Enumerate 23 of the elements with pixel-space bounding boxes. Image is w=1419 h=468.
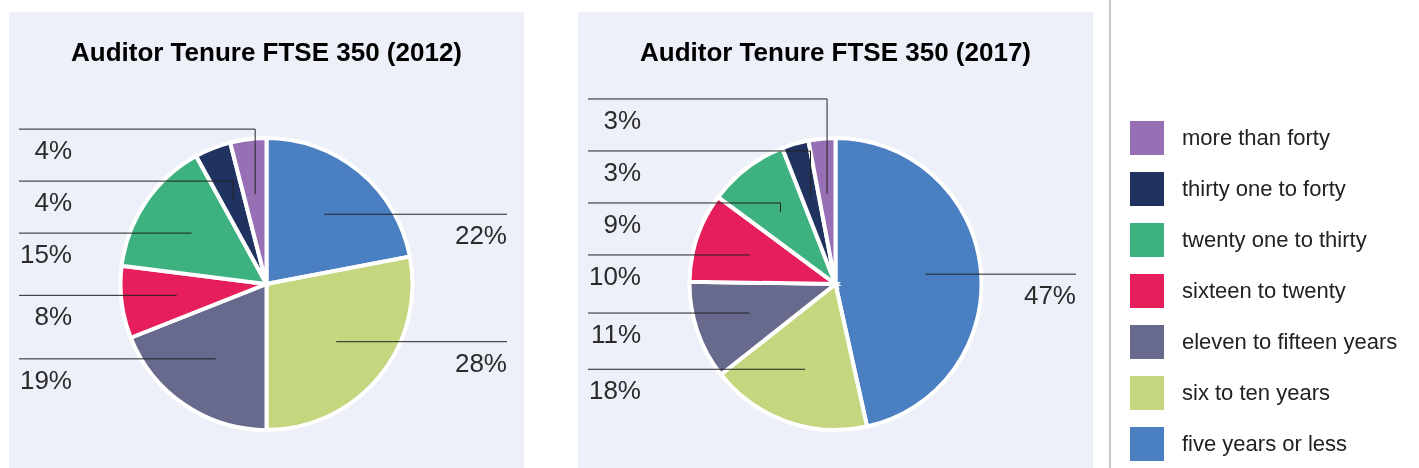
data-label: 3% bbox=[603, 156, 641, 187]
data-label: 4% bbox=[34, 187, 72, 218]
data-label: 9% bbox=[603, 208, 641, 239]
data-label: 47% bbox=[1023, 280, 1076, 311]
data-label: 22% bbox=[454, 220, 507, 251]
data-label: 4% bbox=[34, 135, 72, 166]
legend-label: more than forty bbox=[1182, 125, 1330, 150]
data-label: 15% bbox=[19, 239, 72, 270]
legend-label: eleven to fifteen years bbox=[1182, 329, 1398, 354]
data-label: 19% bbox=[19, 364, 72, 395]
legend-label: five years or less bbox=[1182, 431, 1348, 456]
data-label: 28% bbox=[454, 347, 507, 378]
chart-title: Auditor Tenure FTSE 350 (2017) bbox=[639, 37, 1032, 67]
data-label: 8% bbox=[34, 301, 72, 332]
data-label: 18% bbox=[588, 375, 641, 406]
legend-label: twenty one to thirty bbox=[1182, 227, 1367, 252]
legend-label: six to ten years bbox=[1182, 380, 1330, 405]
chart-title: Auditor Tenure FTSE 350 (2012) bbox=[70, 37, 463, 67]
data-label: 10% bbox=[588, 260, 641, 291]
data-label: 11% bbox=[590, 319, 641, 350]
legend-label: thirty one to forty bbox=[1182, 176, 1346, 201]
data-label: 3% bbox=[603, 104, 641, 135]
legend-label: sixteen to twenty bbox=[1182, 278, 1346, 303]
